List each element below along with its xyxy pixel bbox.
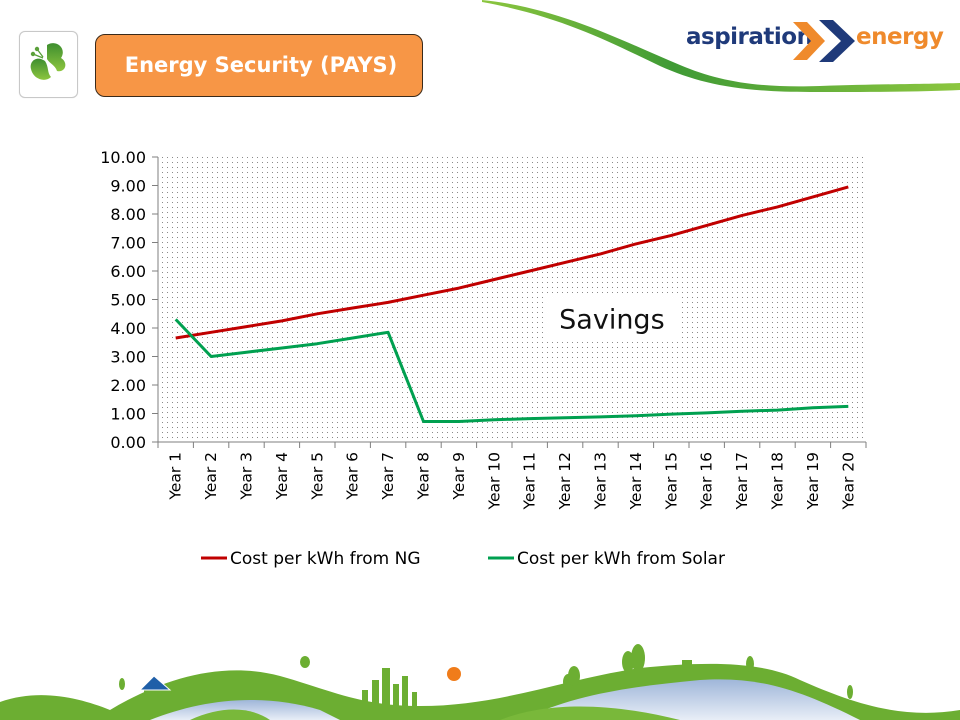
- landscape-footer-decoration: [0, 644, 960, 720]
- x-tick-label: Year 2: [202, 452, 220, 501]
- x-axis: Year 1 Year 2 Year 3 Year 4 Year 5 Year 6 Year…: [157, 441, 867, 510]
- series-line: [175, 185, 849, 340]
- header-swoosh-decoration: [482, 0, 960, 92]
- plot-area-background: [158, 157, 866, 442]
- logo-chevrons-icon: [793, 20, 855, 62]
- legend-label: Cost per kWh from Solar: [517, 549, 725, 569]
- x-tick-label: Year 10: [485, 452, 503, 510]
- y-tick-label: 7.00: [110, 234, 146, 253]
- x-tick-label: Year 18: [769, 452, 787, 510]
- legend-item: Cost per kWh from NG: [201, 549, 421, 569]
- x-tick-label: Year 5: [308, 452, 326, 501]
- y-tick-label: 8.00: [110, 205, 146, 224]
- legend-label: Cost per kWh from NG: [230, 549, 421, 569]
- x-tick-label: Year 9: [450, 452, 468, 501]
- logo-word-aspiration: aspiration: [686, 24, 813, 50]
- series-solar: [174, 318, 849, 423]
- x-tick-label: Year 17: [733, 452, 751, 510]
- slide-title: Energy Security (PAYS): [124, 53, 398, 77]
- x-tick-label: Year 14: [627, 452, 645, 510]
- series-ng: [175, 185, 849, 340]
- x-tick-label: Year 11: [521, 452, 539, 510]
- y-tick-label: 2.00: [110, 376, 146, 395]
- slide-title-box: Energy Security (PAYS): [95, 34, 423, 97]
- series-line: [174, 318, 849, 423]
- y-tick-label: 10.00: [100, 148, 146, 167]
- x-tick-label: Year 4: [273, 452, 291, 501]
- y-tick-label: 6.00: [110, 262, 146, 281]
- series-layer: [174, 185, 849, 423]
- x-tick-label: Year 19: [804, 452, 822, 510]
- y-tick-label: 0.00: [110, 433, 146, 452]
- y-tick-label: 5.00: [110, 291, 146, 310]
- y-tick-label: 3.00: [110, 348, 146, 367]
- annotation-box: [543, 293, 680, 340]
- aspiration-energy-logo: aspiration energy: [686, 18, 944, 64]
- chart-legend: Cost per kWh from NG Cost per kWh from So…: [201, 549, 725, 569]
- x-tick-label: Year 1: [167, 452, 185, 501]
- x-tick-label: Year 20: [839, 452, 857, 510]
- app-icon-box: [19, 31, 78, 98]
- savings-annotation: Savings: [559, 304, 664, 335]
- y-tick-label: 9.00: [110, 177, 146, 196]
- butterfly-icon: [30, 43, 66, 80]
- y-tick-label: 1.00: [110, 405, 146, 424]
- logo-word-energy: energy: [856, 24, 944, 50]
- annotation-layer: Savings: [543, 293, 680, 340]
- x-tick-label: Year 8: [415, 452, 433, 501]
- x-tick-label: Year 3: [238, 452, 256, 501]
- x-tick-label: Year 16: [698, 452, 716, 510]
- x-tick-label: Year 6: [344, 452, 362, 501]
- x-tick-label: Year 7: [379, 452, 397, 501]
- y-axis: 0.00 1.00 2.00 3.00 4.00 5.00 6.00 7.00 8.00 9.00…: [100, 148, 159, 452]
- legend-item: Cost per kWh from Solar: [488, 549, 725, 569]
- x-tick-label: Year 12: [556, 452, 574, 510]
- x-tick-label: Year 15: [662, 452, 680, 510]
- y-tick-label: 4.00: [110, 319, 146, 338]
- x-tick-label: Year 13: [592, 452, 610, 510]
